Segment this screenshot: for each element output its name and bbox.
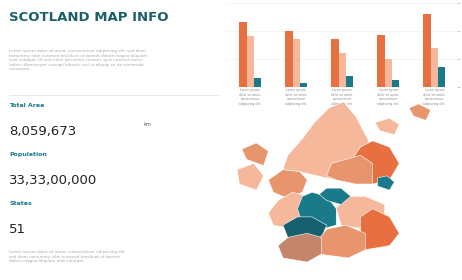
Polygon shape <box>317 225 365 258</box>
Text: SCOTLAND MAP INFO: SCOTLAND MAP INFO <box>9 11 169 24</box>
Bar <box>392 80 399 87</box>
Bar <box>431 48 438 87</box>
Text: 33,33,00,000: 33,33,00,000 <box>9 174 97 187</box>
Text: Total Area: Total Area <box>9 103 44 108</box>
Polygon shape <box>360 209 399 250</box>
Bar <box>339 53 346 87</box>
Bar <box>292 39 300 87</box>
Polygon shape <box>242 143 268 165</box>
Polygon shape <box>278 233 322 262</box>
Polygon shape <box>268 192 312 229</box>
Polygon shape <box>283 102 372 180</box>
Polygon shape <box>268 170 307 199</box>
Bar <box>254 78 261 87</box>
Bar <box>385 59 392 87</box>
Polygon shape <box>377 176 395 190</box>
Text: 51: 51 <box>9 223 26 236</box>
Bar <box>377 35 385 87</box>
Polygon shape <box>375 118 399 135</box>
Polygon shape <box>319 188 351 205</box>
Text: Population: Population <box>9 152 47 157</box>
Text: Lorem ipsum dolor sit amet, consectetuer adipiscing elit, sed diam
nonummy nibh : Lorem ipsum dolor sit amet, consectetuer… <box>9 49 148 71</box>
Bar <box>300 83 307 87</box>
Bar <box>285 31 292 87</box>
Polygon shape <box>336 196 385 229</box>
Text: Lorem ipsum dolor sit amet, consectetuer adipiscing elit,
sed diam nonummy nibh : Lorem ipsum dolor sit amet, consectetuer… <box>9 250 126 263</box>
Text: 8,059,673: 8,059,673 <box>9 125 77 138</box>
Polygon shape <box>298 192 336 229</box>
Bar <box>331 39 339 87</box>
Polygon shape <box>351 141 399 184</box>
Polygon shape <box>409 104 431 120</box>
Bar <box>438 67 445 87</box>
Bar <box>239 22 247 87</box>
Bar <box>346 76 353 87</box>
Bar <box>247 36 254 87</box>
Text: States: States <box>9 201 32 206</box>
Polygon shape <box>283 217 327 242</box>
Polygon shape <box>327 155 372 184</box>
Text: km: km <box>143 122 151 127</box>
Polygon shape <box>237 164 264 190</box>
Bar <box>423 14 431 87</box>
